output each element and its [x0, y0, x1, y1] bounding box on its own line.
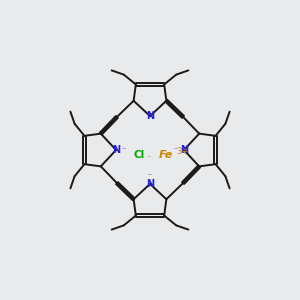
Text: Fe: Fe — [159, 150, 173, 161]
Text: ⁻: ⁻ — [146, 154, 151, 163]
Text: ⁻: ⁻ — [174, 146, 178, 154]
Text: Cl: Cl — [134, 150, 145, 161]
Text: N: N — [180, 145, 188, 155]
Text: ⁻: ⁻ — [148, 171, 152, 180]
Text: 3+: 3+ — [176, 147, 188, 156]
Text: N: N — [112, 145, 120, 155]
Text: ⁻: ⁻ — [122, 146, 126, 154]
Text: N: N — [146, 111, 154, 121]
Text: N: N — [146, 179, 154, 189]
